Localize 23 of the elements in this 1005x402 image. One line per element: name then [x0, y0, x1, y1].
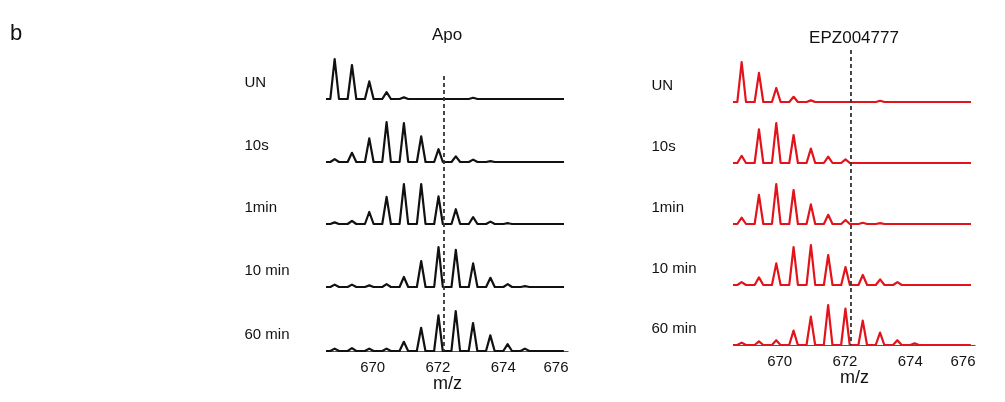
y-axis-title: 10 min — [651, 258, 697, 276]
x-tick-label: 676 — [950, 351, 976, 369]
y-axis-title: 10s — [244, 135, 269, 153]
y-axis-title: 60 min — [244, 324, 290, 342]
x-tick-label: 672 — [832, 351, 858, 369]
y-axis-title: 10s — [651, 136, 676, 154]
y-axis-title: UN — [651, 75, 674, 93]
y-axis-title: 1min — [244, 197, 278, 215]
x-tick-label: 672 — [425, 357, 451, 375]
chart-title: EPZ004777 — [809, 27, 899, 47]
y-axis-title: 10 min — [244, 260, 290, 278]
x-axis-title: m/z — [433, 372, 462, 393]
y-axis-title: 1min — [651, 197, 685, 215]
y-axis-title: 60 min — [651, 318, 697, 336]
y-axis-title: UN — [244, 72, 267, 90]
x-tick-label: 670 — [360, 357, 386, 375]
x-tick-label: 674 — [897, 351, 923, 369]
text: b — [10, 20, 23, 46]
x-tick-label: 670 — [767, 351, 793, 369]
x-tick-label: 674 — [490, 357, 516, 375]
chart-title: Apo — [431, 24, 463, 44]
x-axis-title: m/z — [840, 366, 869, 387]
x-tick-label: 676 — [543, 357, 569, 375]
